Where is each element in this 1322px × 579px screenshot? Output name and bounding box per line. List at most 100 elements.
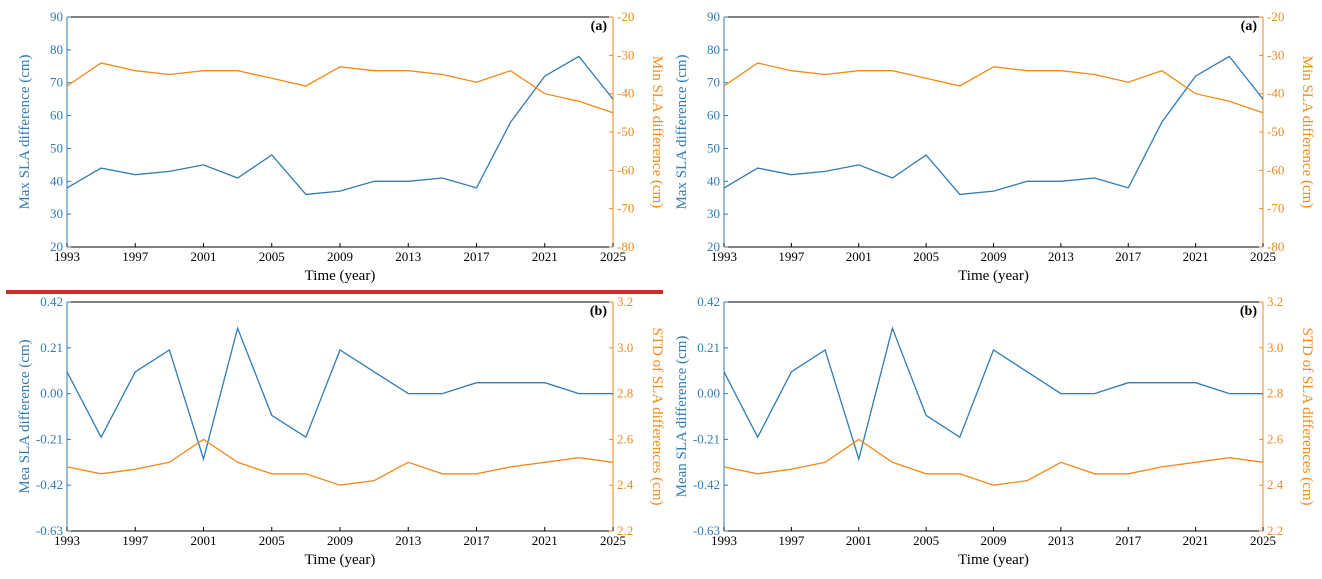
left-y-tick-label: 70 [707,75,720,90]
x-tick-label: 2009 [327,533,353,548]
right-y-tick-label: -20 [617,9,634,24]
right-y-axis-label: Min SLA difference (cm) [649,56,665,209]
x-tick-label: 1993 [54,533,80,548]
left-y-tick-label: 20 [707,239,720,254]
x-axis-label: Time (year) [305,268,376,284]
left-y-tick-label: 0.00 [697,386,720,401]
red-divider-bar [6,290,663,294]
x-tick-label: 1993 [54,249,80,264]
right-y-tick-label: 2.2 [1267,523,1283,538]
right-y-tick-label: 2.6 [617,431,634,446]
right-y-axis-label: Min SLA difference (cm) [1299,56,1315,209]
right-y-tick-label: -50 [1267,124,1284,139]
x-axis-label: Time (year) [305,552,376,568]
x-tick-label: 2005 [913,533,939,548]
x-tick-label: 2025 [1250,533,1276,548]
panel-label: (b) [590,304,607,319]
x-tick-label: 2017 [464,533,491,548]
x-tick-label: 2013 [395,249,421,264]
left-y-tick-label: 20 [50,239,63,254]
left-y-axis-label: Max SLA difference (cm) [674,54,690,209]
x-tick-label: 2013 [1048,249,1074,264]
right-y-tick-label: 3.0 [1267,340,1283,355]
left-series-line [66,55,614,196]
right-y-tick-label: -50 [617,124,634,139]
right-y-tick-label: 2.8 [1267,386,1283,401]
x-tick-label: 2021 [532,533,558,548]
left-y-tick-label: 30 [707,206,720,221]
left-y-tick-label: 40 [50,173,63,188]
left-series-line [66,326,613,462]
x-tick-label: 2013 [1048,533,1074,548]
right-y-tick-label: -30 [617,47,634,62]
right-series-line [723,62,1264,114]
right-y-tick-label: -60 [1267,162,1284,177]
left-y-tick-label: 0.21 [40,340,63,355]
right-series-line [723,438,1264,486]
x-tick-label: 2021 [1183,249,1209,264]
right-y-axis-label: STD of SLA differences (cm) [649,327,665,505]
x-tick-label: 2005 [259,249,285,264]
x-tick-label: 2017 [1115,533,1142,548]
right-y-axis-label: STD of SLA differences (cm) [1299,327,1315,505]
left-y-tick-label: 50 [707,140,720,155]
left-y-axis-label: Mean SLA difference (cm) [674,336,690,498]
left-y-axis-label: Max SLA difference (cm) [17,54,33,209]
x-tick-label: 2009 [981,249,1007,264]
left-y-tick-label: 50 [50,140,63,155]
right-y-tick-label: -20 [1267,9,1284,24]
left-y-tick-label: 60 [50,108,63,123]
left-y-tick-label: 30 [50,206,63,221]
x-tick-label: 2017 [464,249,491,264]
left-y-tick-label: -0.21 [693,431,720,446]
left-y-tick-label: 80 [707,42,720,57]
left-y-tick-label: 0.21 [697,340,720,355]
left-y-tick-label: 0.00 [40,386,63,401]
right-y-tick-label: -80 [617,239,634,254]
left-y-axis-label: Mea SLA difference (cm) [17,339,33,493]
x-tick-label: 2025 [600,249,626,264]
x-tick-label: 2021 [532,249,558,264]
left-y-tick-label: 0.42 [697,294,720,309]
x-tick-label: 2009 [327,249,353,264]
left-y-tick-label: -0.63 [693,523,720,538]
right-y-tick-label: -80 [1267,239,1284,254]
x-tick-label: 2001 [191,249,217,264]
right-y-tick-label: -40 [617,86,634,101]
x-tick-label: 1993 [711,249,737,264]
x-tick-label: 2017 [1115,249,1142,264]
x-tick-label: 2001 [191,533,217,548]
panel-label: (a) [1241,19,1258,34]
x-tick-label: 1997 [122,249,149,264]
left-y-tick-label: 90 [50,9,63,24]
x-tick-label: 2005 [913,249,939,264]
right-y-tick-label: 2.8 [617,386,633,401]
x-tick-label: 2013 [395,533,421,548]
x-tick-label: 2001 [846,533,872,548]
right-y-tick-label: 2.4 [617,477,634,492]
right-y-tick-label: 3.0 [617,340,633,355]
right-y-tick-label: 2.6 [1267,431,1284,446]
right-y-tick-label: 3.2 [617,294,633,309]
x-tick-label: 2005 [259,533,285,548]
left-y-tick-label: 90 [707,9,720,24]
left-y-tick-label: 0.42 [40,294,63,309]
right-y-tick-label: 2.4 [1267,477,1284,492]
left-y-tick-label: -0.42 [693,477,720,492]
right-y-tick-label: 2.2 [617,523,633,538]
panel-label: (b) [1240,304,1257,319]
x-tick-label: 2025 [600,533,626,548]
right-y-tick-label: -30 [1267,47,1284,62]
x-tick-label: 1997 [778,533,805,548]
x-tick-label: 1993 [711,533,737,548]
right-series-line [66,438,614,486]
left-y-tick-label: 70 [50,75,63,90]
x-tick-label: 2009 [981,533,1007,548]
left-series-line [723,55,1264,196]
right-y-tick-label: 3.2 [1267,294,1283,309]
left-y-tick-label: -0.42 [36,477,63,492]
x-tick-label: 2001 [846,249,872,264]
left-y-tick-label: 80 [50,42,63,57]
left-y-tick-label: -0.21 [36,431,63,446]
